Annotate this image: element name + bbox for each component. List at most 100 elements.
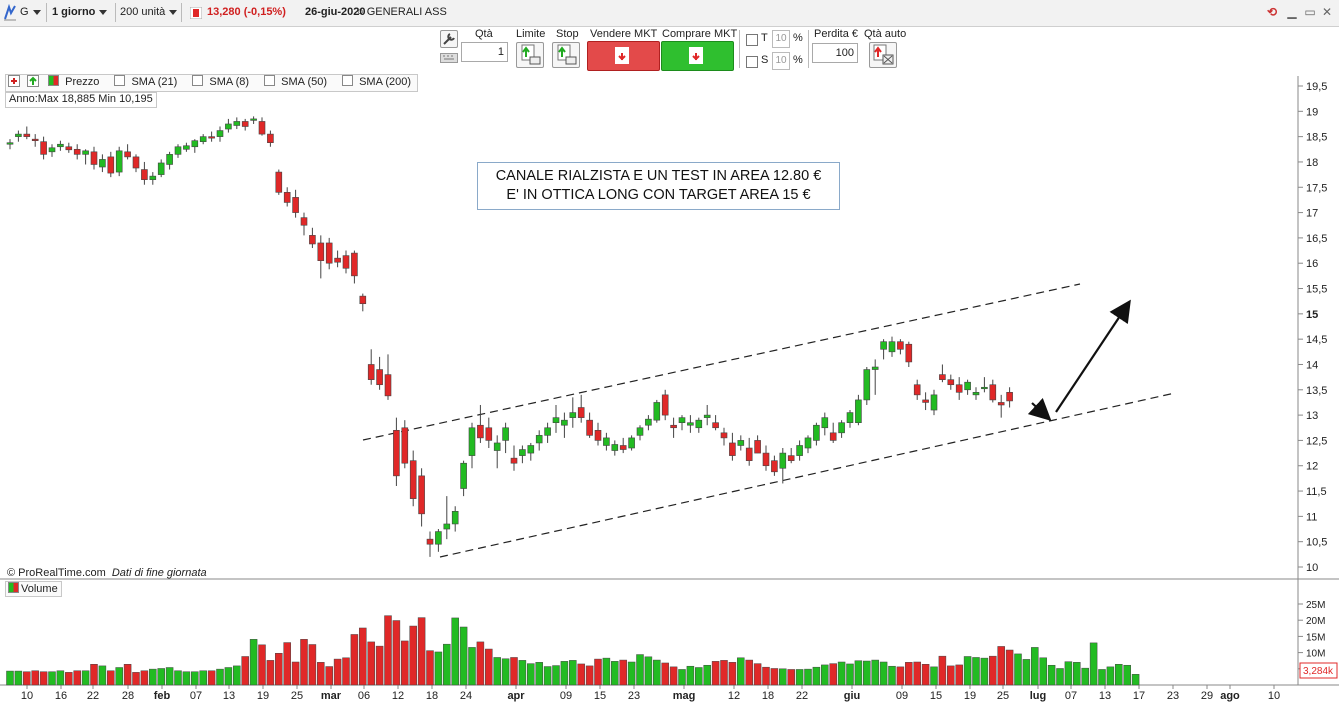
volume-bar: [233, 665, 241, 686]
volume-bar: [795, 669, 804, 686]
candle: [796, 440, 803, 461]
candle-body: [233, 121, 241, 126]
candle-body: [586, 419, 593, 436]
limit-label: Limite: [516, 28, 546, 40]
candle-body: [787, 455, 795, 461]
volume-bar: [837, 661, 846, 686]
candle: [485, 417, 493, 449]
s-value-input[interactable]: 10: [772, 52, 790, 70]
sell-market-button[interactable]: [587, 41, 660, 71]
credit: © ProRealTime.com Dati di fine giornata: [7, 567, 207, 579]
maximize-icon[interactable]: ▭: [1304, 5, 1316, 19]
x-tick-label: 09: [560, 690, 572, 702]
candle: [745, 437, 753, 466]
candle-body: [804, 437, 812, 449]
candle-body: [141, 169, 148, 180]
legend-sma8-label: SMA (8): [209, 76, 250, 88]
t-percent: %: [793, 32, 803, 44]
candle-body: [821, 417, 829, 429]
volume-tick-label: 20M: [1306, 616, 1325, 627]
y-tick-label: 16,5: [1306, 233, 1327, 245]
close-icon[interactable]: ✕: [1321, 5, 1333, 19]
auto-qty-button[interactable]: [869, 42, 897, 68]
candle: [871, 359, 879, 395]
volume-bar: [283, 642, 291, 686]
sma8-checkbox[interactable]: [192, 75, 204, 86]
y-tick-label: 12: [1306, 461, 1318, 473]
sma21-checkbox[interactable]: [114, 75, 126, 86]
remove-series-icon[interactable]: [8, 75, 20, 87]
candle-body: [913, 384, 921, 396]
candle: [754, 435, 761, 454]
sma50-checkbox[interactable]: [264, 75, 276, 86]
x-tick-label: 28: [122, 690, 134, 702]
quote-date: 26-giu-2020: [305, 6, 366, 18]
s-checkbox[interactable]: [746, 56, 758, 68]
t-checkbox[interactable]: [746, 34, 758, 46]
sell-label: Vendere MKT: [590, 28, 658, 40]
credit-source: © ProRealTime.com: [7, 567, 106, 579]
legend-sma50[interactable]: SMA (50): [261, 75, 330, 88]
x-tick-label: 22: [87, 690, 99, 702]
candle-body: [48, 147, 56, 153]
candle: [149, 172, 157, 185]
legend-price[interactable]: Prezzo: [45, 75, 102, 88]
candle-body: [1006, 392, 1013, 402]
candle: [48, 144, 56, 157]
t-value-input[interactable]: 10: [772, 30, 790, 48]
volume-bar: [1098, 669, 1106, 686]
qty-input[interactable]: 1: [461, 42, 508, 62]
loss-input[interactable]: 100: [812, 43, 858, 63]
minimize-icon[interactable]: ▁: [1287, 5, 1297, 19]
wrench-icon[interactable]: [440, 30, 458, 48]
candle: [351, 250, 358, 284]
stop-order-button[interactable]: [552, 42, 580, 68]
candle: [846, 410, 854, 428]
volume-bar: [636, 654, 644, 686]
candle: [73, 144, 81, 160]
x-tick-label: apr: [507, 690, 525, 702]
candle: [955, 377, 963, 400]
candle: [23, 126, 31, 140]
candle: [930, 389, 938, 416]
buy-market-button[interactable]: [661, 41, 734, 71]
candle-body: [124, 151, 131, 158]
candle-body: [174, 146, 182, 155]
volume-legend[interactable]: Volume: [5, 581, 62, 597]
candle: [972, 387, 980, 400]
candle: [359, 293, 367, 312]
volume-bar: [980, 657, 989, 686]
candle: [309, 227, 316, 249]
candle: [939, 364, 946, 383]
volume-bar: [401, 640, 409, 686]
volume-bar: [1115, 664, 1123, 686]
legend-sma8[interactable]: SMA (8): [189, 75, 252, 88]
candle: [90, 146, 98, 170]
symbol-select[interactable]: G: [20, 4, 41, 21]
volume-bar: [686, 665, 695, 686]
candle-body: [409, 460, 417, 499]
annotation-line-1: CANALE RIALZISTA E UN TEST IN AREA 12.80…: [495, 168, 822, 184]
candle-body: [729, 442, 736, 456]
volume-bar: [291, 661, 300, 686]
legend-sma200[interactable]: SMA (200): [339, 75, 414, 88]
volume-bar: [703, 664, 711, 686]
units-select[interactable]: 200 unità: [120, 4, 178, 21]
volume-bar: [384, 615, 392, 686]
legend-sma21[interactable]: SMA (21): [111, 75, 180, 88]
period-select[interactable]: 1 giorno: [52, 4, 108, 21]
keyboard-icon[interactable]: [440, 52, 458, 64]
candle: [989, 379, 997, 403]
divider: [46, 3, 47, 22]
chart-legend: Prezzo SMA (21) SMA (8) SMA (50) SMA (20…: [5, 74, 419, 92]
sma200-checkbox[interactable]: [342, 75, 354, 86]
add-series-icon[interactable]: [27, 75, 40, 87]
sync-icon[interactable]: ⟲: [1266, 5, 1278, 19]
limit-order-button[interactable]: [516, 42, 544, 68]
candle: [569, 397, 577, 428]
top-bar: G 1 giorno 200 unità 13,280 (-0,15%) 26-…: [0, 0, 1339, 27]
volume-bar: [14, 670, 23, 686]
candle-body: [779, 452, 787, 469]
candle-body: [477, 424, 484, 439]
